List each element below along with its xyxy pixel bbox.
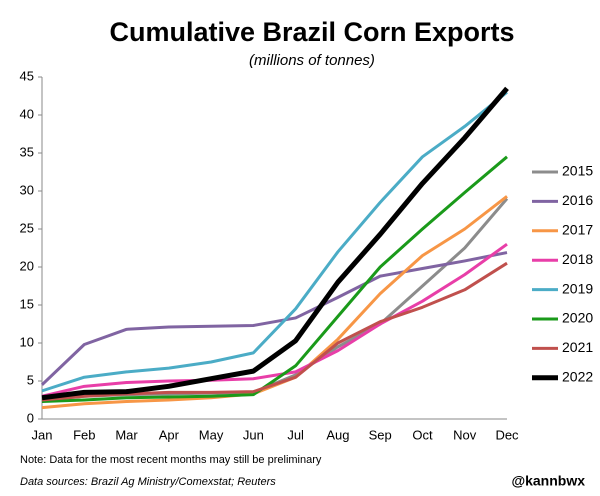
y-tick-label: 15 <box>20 296 34 311</box>
x-tick-label: Feb <box>73 427 95 442</box>
series-line <box>41 242 508 398</box>
x-tick-label: Oct <box>412 427 433 442</box>
x-tick-label: Mar <box>115 427 138 442</box>
x-tick-label: Jan <box>32 427 53 442</box>
legend-label: 2021 <box>562 339 593 355</box>
y-tick-label: 5 <box>27 372 34 387</box>
y-tick-label: 40 <box>20 106 34 121</box>
series-line <box>41 91 508 393</box>
chart-subtitle: (millions of tonnes) <box>249 52 375 69</box>
note: Note: Data for the most recent months ma… <box>20 454 322 466</box>
series-line <box>40 251 508 386</box>
y-tick-label: 35 <box>20 144 34 159</box>
legend-label: 2015 <box>562 163 593 179</box>
y-tick-label: 0 <box>27 410 34 425</box>
legend-label: 2019 <box>562 280 593 296</box>
source: Data sources: Brazil Ag Ministry/Comexst… <box>20 476 276 488</box>
x-tick-label: Sep <box>369 427 392 442</box>
chart-title: Cumulative Brazil Corn Exports <box>109 17 514 47</box>
series-line <box>41 197 509 402</box>
y-tick-label: 10 <box>20 334 34 349</box>
x-tick-label: May <box>199 427 224 442</box>
x-tick-label: Jul <box>287 427 304 442</box>
y-tick-label: 25 <box>20 220 34 235</box>
y-tick-label: 30 <box>20 182 34 197</box>
legend-label: 2016 <box>562 192 593 208</box>
y-tick-label: 45 <box>20 68 34 83</box>
legend-label: 2020 <box>562 310 593 326</box>
series-line <box>41 261 508 402</box>
legend-label: 2022 <box>562 369 593 385</box>
legend-label: 2017 <box>562 222 593 238</box>
x-tick-label: Aug <box>326 427 349 442</box>
y-tick-label: 20 <box>20 258 34 273</box>
series-line <box>41 86 509 401</box>
credit: @kannbwx <box>511 473 585 489</box>
legend-label: 2018 <box>562 251 593 267</box>
x-tick-label: Dec <box>495 427 519 442</box>
x-tick-label: Nov <box>453 427 477 442</box>
x-tick-label: Apr <box>159 427 180 442</box>
x-tick-label: Jun <box>243 427 264 442</box>
series-line <box>41 155 508 404</box>
